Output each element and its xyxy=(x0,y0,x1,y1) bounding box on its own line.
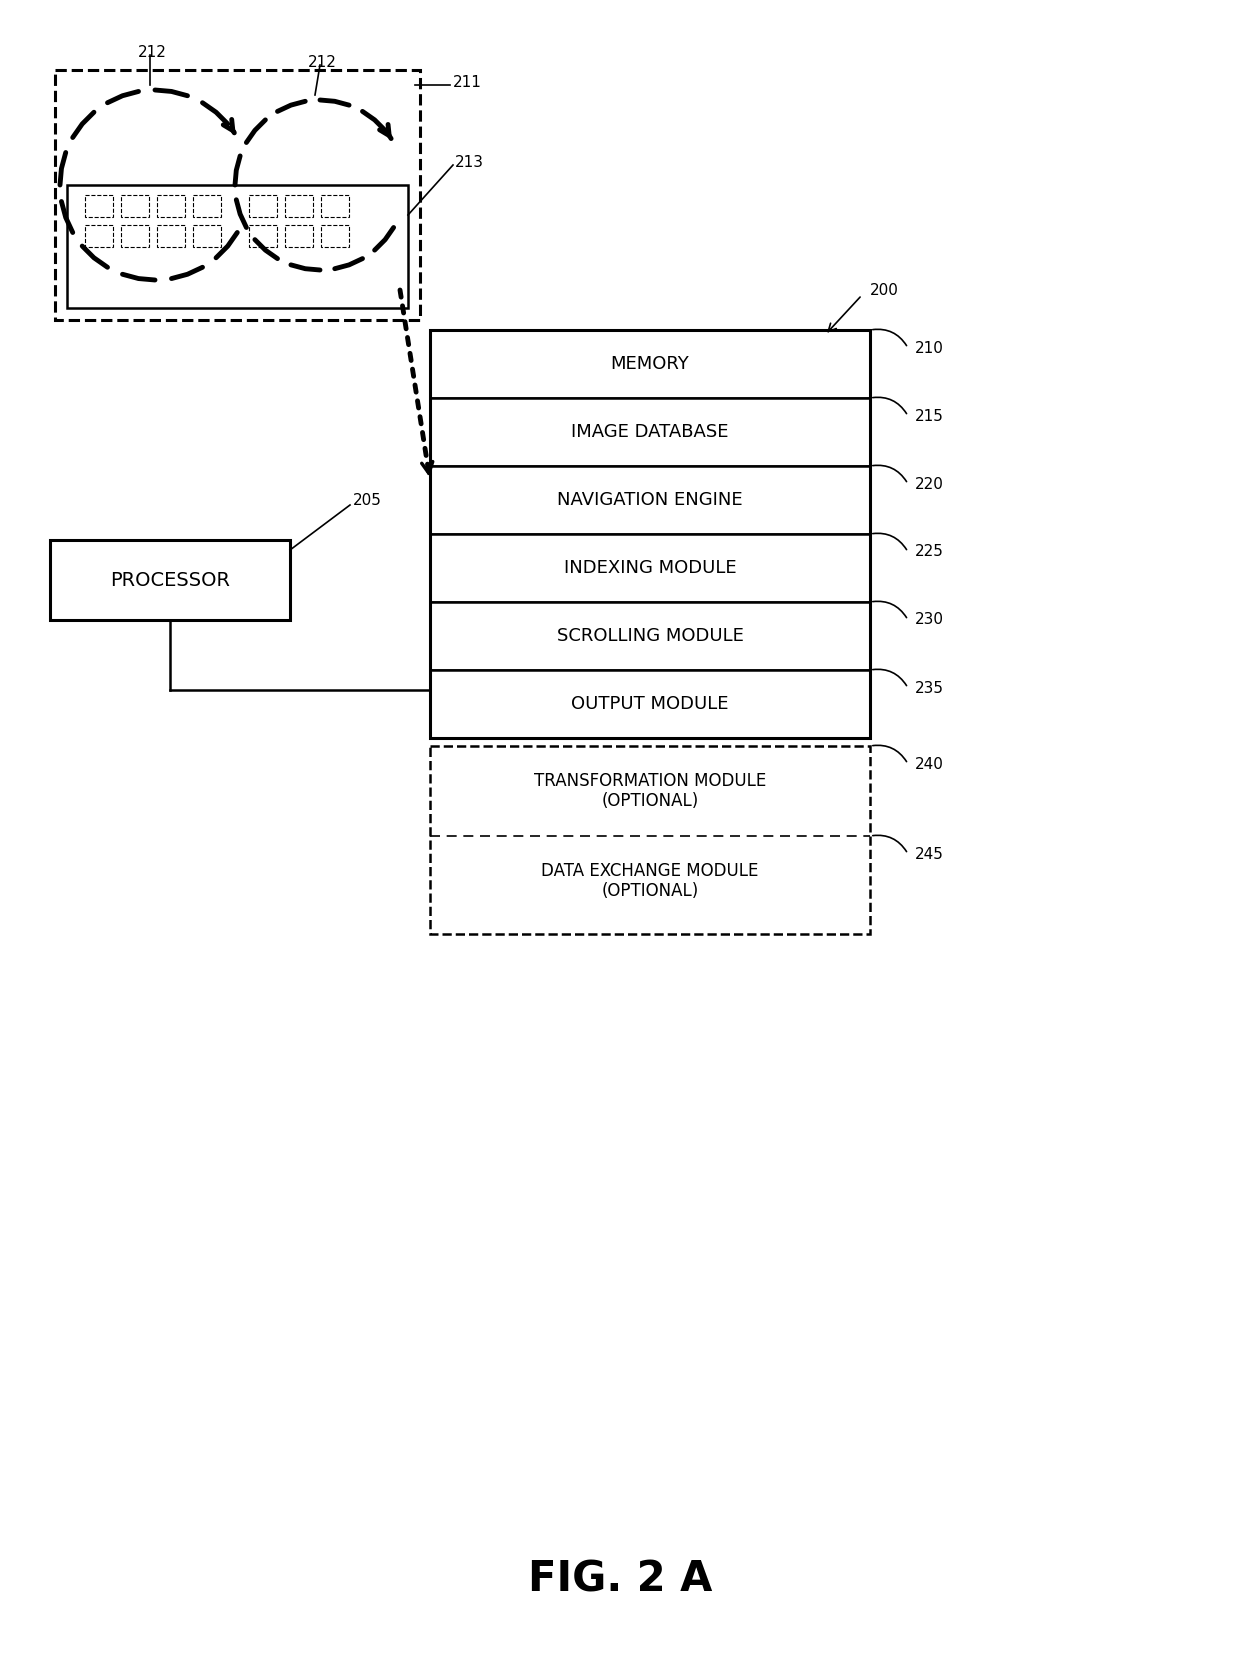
Text: 230: 230 xyxy=(915,613,944,628)
Text: 213: 213 xyxy=(455,154,484,170)
Text: 200: 200 xyxy=(870,283,899,298)
Bar xyxy=(157,195,185,217)
Bar xyxy=(249,225,277,246)
Bar xyxy=(86,195,113,217)
Text: FIG. 2 A: FIG. 2 A xyxy=(528,1559,712,1602)
Text: TRANSFORMATION MODULE
(OPTIONAL): TRANSFORMATION MODULE (OPTIONAL) xyxy=(534,772,766,810)
Bar xyxy=(157,225,185,246)
Bar xyxy=(430,669,870,737)
Text: 220: 220 xyxy=(915,476,944,491)
Text: 240: 240 xyxy=(915,757,944,772)
Bar xyxy=(55,69,420,321)
Bar xyxy=(193,225,221,246)
Text: 245: 245 xyxy=(915,846,944,861)
Text: DATA EXCHANGE MODULE
(OPTIONAL): DATA EXCHANGE MODULE (OPTIONAL) xyxy=(542,861,759,901)
Bar xyxy=(285,225,312,246)
Text: IMAGE DATABASE: IMAGE DATABASE xyxy=(572,423,729,441)
Bar xyxy=(430,466,870,534)
Text: 225: 225 xyxy=(915,544,944,559)
Bar xyxy=(430,602,870,669)
Text: 205: 205 xyxy=(353,493,382,507)
Text: 210: 210 xyxy=(915,341,944,355)
Bar xyxy=(249,195,277,217)
Text: 212: 212 xyxy=(138,45,166,60)
Text: PROCESSOR: PROCESSOR xyxy=(110,570,229,590)
Bar xyxy=(67,185,408,307)
Bar xyxy=(430,746,870,934)
Text: MEMORY: MEMORY xyxy=(610,355,689,374)
Text: OUTPUT MODULE: OUTPUT MODULE xyxy=(572,694,729,712)
Text: INDEXING MODULE: INDEXING MODULE xyxy=(564,559,737,577)
Text: 215: 215 xyxy=(915,408,944,423)
Bar xyxy=(430,331,870,398)
Bar xyxy=(321,195,348,217)
Bar xyxy=(86,225,113,246)
Bar xyxy=(193,195,221,217)
Bar xyxy=(122,195,149,217)
Bar xyxy=(430,331,870,737)
Bar xyxy=(50,541,290,620)
Text: 212: 212 xyxy=(308,55,336,69)
Text: NAVIGATION ENGINE: NAVIGATION ENGINE xyxy=(557,491,743,509)
Bar xyxy=(122,225,149,246)
Text: 211: 211 xyxy=(453,74,482,89)
Bar xyxy=(430,398,870,466)
Bar xyxy=(321,225,348,246)
Bar xyxy=(430,534,870,602)
Text: SCROLLING MODULE: SCROLLING MODULE xyxy=(557,626,744,645)
Bar xyxy=(285,195,312,217)
Text: 235: 235 xyxy=(915,681,944,696)
